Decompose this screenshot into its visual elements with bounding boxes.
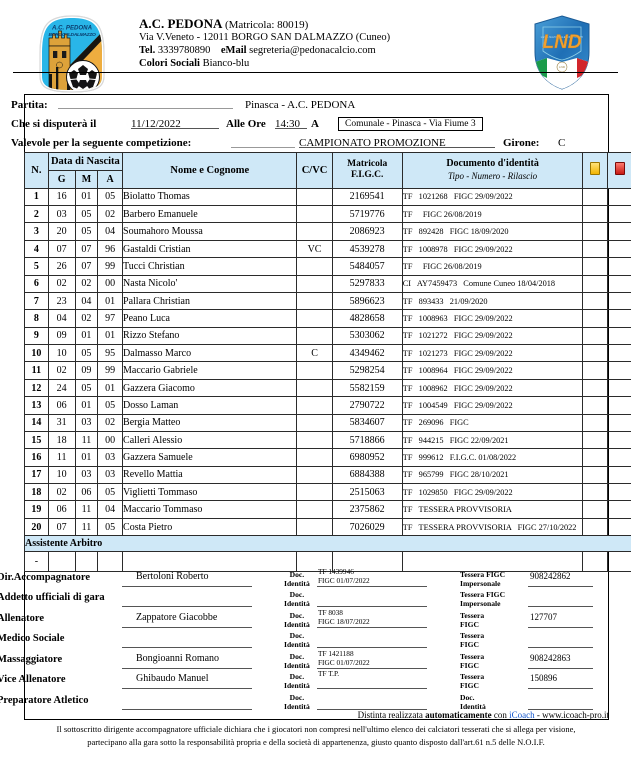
- svg-text:A.C. PEDONA: A.C. PEDONA: [51, 25, 92, 32]
- svg-text:LND: LND: [559, 65, 566, 69]
- svg-text:LND: LND: [542, 32, 581, 53]
- svg-text:BORGO S.DALMAZZO: BORGO S.DALMAZZO: [48, 32, 96, 38]
